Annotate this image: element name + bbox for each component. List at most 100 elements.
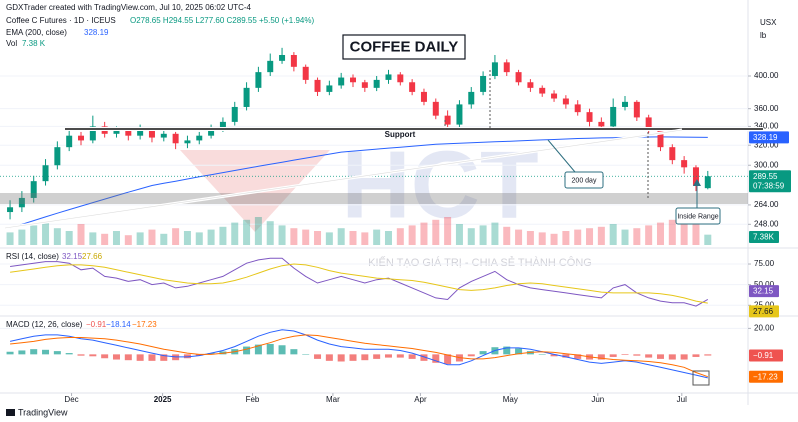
candle-body	[622, 101, 629, 107]
histogram-bar	[183, 354, 191, 359]
histogram-bar	[77, 354, 85, 356]
trend-line-edge	[4, 129, 683, 229]
candle-body	[196, 135, 203, 141]
histogram-bar	[609, 354, 617, 357]
candle-body	[420, 91, 427, 102]
candle-body	[704, 176, 711, 189]
candle-body	[645, 117, 652, 132]
y-tick-label: 320.00	[754, 140, 779, 149]
price-tag-label: −17.23	[753, 372, 778, 381]
volume-bar	[160, 233, 168, 245]
volume-bar	[219, 226, 227, 245]
y-tick-label: 25.00	[754, 300, 775, 309]
candle-body	[657, 131, 664, 148]
indicator-line	[9, 329, 708, 379]
histogram-bar	[302, 354, 310, 355]
annotation: Support	[385, 130, 416, 139]
callout-line	[547, 139, 576, 173]
volume-bar	[148, 229, 156, 245]
histogram-bar	[290, 349, 298, 355]
candle-body	[125, 131, 132, 136]
annotation: Inside Range	[677, 213, 718, 220]
ema-line	[9, 136, 708, 229]
candle-body	[432, 101, 439, 116]
candle-body	[468, 91, 475, 105]
macd-value: −18.14	[106, 320, 131, 329]
candle-body	[290, 54, 297, 67]
volume-bar	[195, 232, 203, 245]
callout-box	[564, 171, 604, 189]
histogram-bar	[148, 354, 156, 361]
highlight-box	[692, 370, 710, 386]
volume-bar	[6, 232, 14, 245]
candle-body	[219, 121, 226, 129]
volume-legend: Vol	[6, 39, 17, 48]
candle-body	[515, 72, 522, 83]
ohlc: O278.65 H294.55 L277.60 C289.55 +5.50 (+…	[130, 16, 314, 25]
volume-bar	[207, 229, 215, 245]
volume-bar	[243, 219, 251, 245]
volume-bar	[621, 229, 629, 245]
candle-body	[326, 85, 333, 92]
candle-body	[480, 75, 487, 92]
volume-bar	[574, 229, 582, 245]
candle-body	[184, 140, 191, 144]
range-band	[0, 193, 748, 204]
volume-bar	[231, 222, 239, 245]
candle-body	[598, 121, 605, 127]
volume-bar	[515, 229, 523, 245]
histogram-bar	[680, 354, 688, 360]
volume-bar	[89, 232, 97, 245]
volume-bar	[53, 228, 61, 245]
price-tag	[749, 231, 779, 243]
price-tag	[749, 131, 789, 144]
y-tick-label: 340.00	[754, 122, 779, 131]
price-tag-label: 27.66	[753, 307, 774, 316]
candle-body	[54, 147, 61, 166]
plot-layer: 400.00 360.00 340.00 320.00 300.00 264.00 248.…	[0, 47, 791, 404]
candle-body	[7, 207, 14, 213]
histogram-bar	[621, 354, 629, 355]
slogan: KIẾN TẠO GIÁ TRỊ - CHIA SẺ THÀNH CÔNG	[368, 256, 592, 269]
histogram-bar	[325, 354, 333, 361]
candle-body	[692, 167, 699, 186]
candle-body	[160, 133, 167, 138]
rsi-ma-value: 27.66	[82, 252, 103, 261]
y-tick-label: 248.00	[754, 219, 779, 228]
x-tick-label: Feb	[246, 395, 260, 404]
histogram-bar	[136, 354, 144, 361]
candle-body	[113, 131, 120, 134]
histogram-bar	[278, 345, 286, 355]
volume-bar	[136, 232, 144, 245]
ema-legend: EMA (200, close)	[6, 28, 67, 37]
candle-body	[397, 74, 404, 83]
histogram-bar	[195, 354, 203, 356]
histogram-bar	[633, 354, 641, 356]
candle-body	[18, 197, 25, 208]
candle-body	[610, 106, 617, 127]
volume-bar	[491, 222, 499, 245]
volume-bar	[668, 219, 676, 245]
volume-bar	[467, 228, 475, 245]
arrow-head	[693, 179, 701, 186]
candle-body	[42, 165, 49, 182]
volume-bar	[337, 228, 345, 245]
volume-bar	[408, 225, 416, 245]
footer: TradingView	[18, 407, 68, 417]
indicator-line	[10, 263, 708, 304]
histogram-bar	[42, 349, 50, 355]
volume-bar	[479, 225, 487, 245]
price-tag-label: 7.38K	[753, 233, 775, 242]
volume-bar	[444, 217, 452, 245]
volume-bar	[396, 228, 404, 245]
candle-body	[562, 98, 569, 105]
histogram-bar	[550, 354, 558, 357]
candle-body	[527, 82, 534, 88]
histogram-bar	[479, 351, 487, 355]
candle-body	[78, 135, 85, 141]
indicator-line	[10, 257, 709, 307]
volume-bar	[692, 218, 700, 245]
volume-value: 7.38 K	[22, 39, 46, 48]
